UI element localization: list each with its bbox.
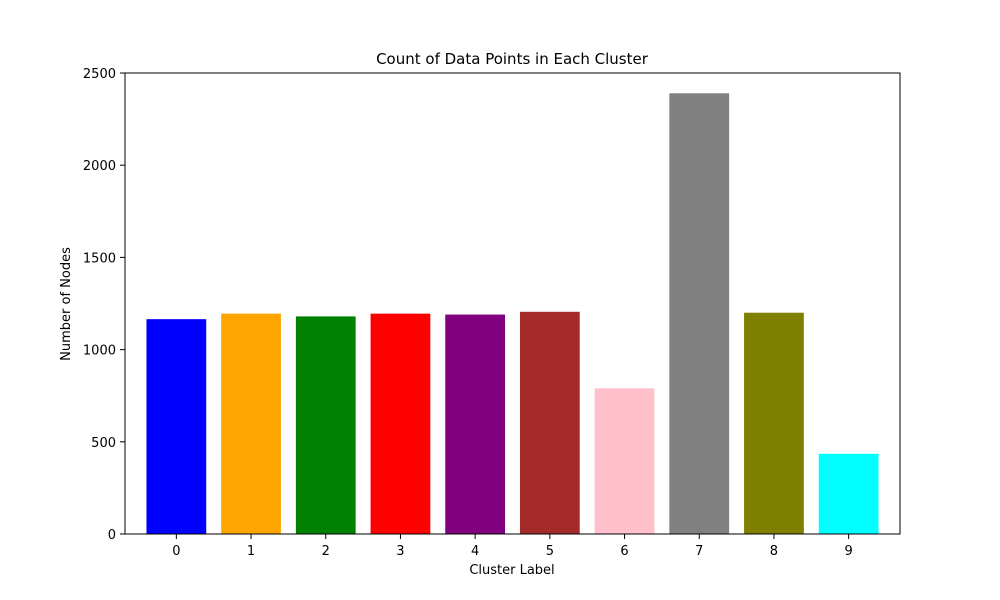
bars-group: [146, 93, 879, 534]
x-tick-label: 6: [620, 544, 628, 559]
x-tick-label: 4: [471, 544, 479, 559]
x-tick-label: 8: [770, 544, 778, 559]
bar-cluster-5: [519, 311, 580, 534]
x-axis-label: Cluster Label: [469, 563, 554, 578]
y-tick-label: 1000: [83, 344, 116, 359]
x-tick-label: 3: [396, 544, 404, 559]
x-tick-label: 1: [247, 544, 255, 559]
y-ticks-group: 0 500 1000 1500 2000 2500: [83, 67, 125, 543]
bar-cluster-9: [818, 453, 879, 534]
chart-title: Count of Data Points in Each Cluster: [376, 50, 649, 68]
x-tick-label: 9: [845, 544, 853, 559]
y-tick-label: 500: [91, 436, 116, 451]
plot-frame: [124, 72, 901, 535]
y-tick-label: 0: [108, 528, 116, 543]
x-tick-label: 2: [322, 544, 330, 559]
bar-cluster-3: [370, 313, 431, 534]
bar-cluster-7: [669, 93, 730, 534]
bar-cluster-8: [744, 312, 804, 534]
x-tick-label: 7: [695, 544, 703, 559]
y-tick-label: 2000: [83, 159, 116, 174]
x-ticks-group: 0 1 2 3 4 5 6 7 8 9: [172, 534, 853, 559]
bar-cluster-4: [445, 314, 506, 534]
x-tick-label: 0: [172, 544, 180, 559]
bar-cluster-0: [146, 319, 207, 534]
y-tick-label: 2500: [83, 67, 116, 82]
bar-cluster-1: [221, 313, 281, 534]
bar-cluster-2: [295, 316, 356, 534]
x-tick-label: 5: [546, 544, 554, 559]
y-axis-label: Number of Nodes: [59, 247, 74, 361]
y-tick-label: 1500: [83, 251, 116, 266]
bar-cluster-6: [594, 388, 655, 534]
